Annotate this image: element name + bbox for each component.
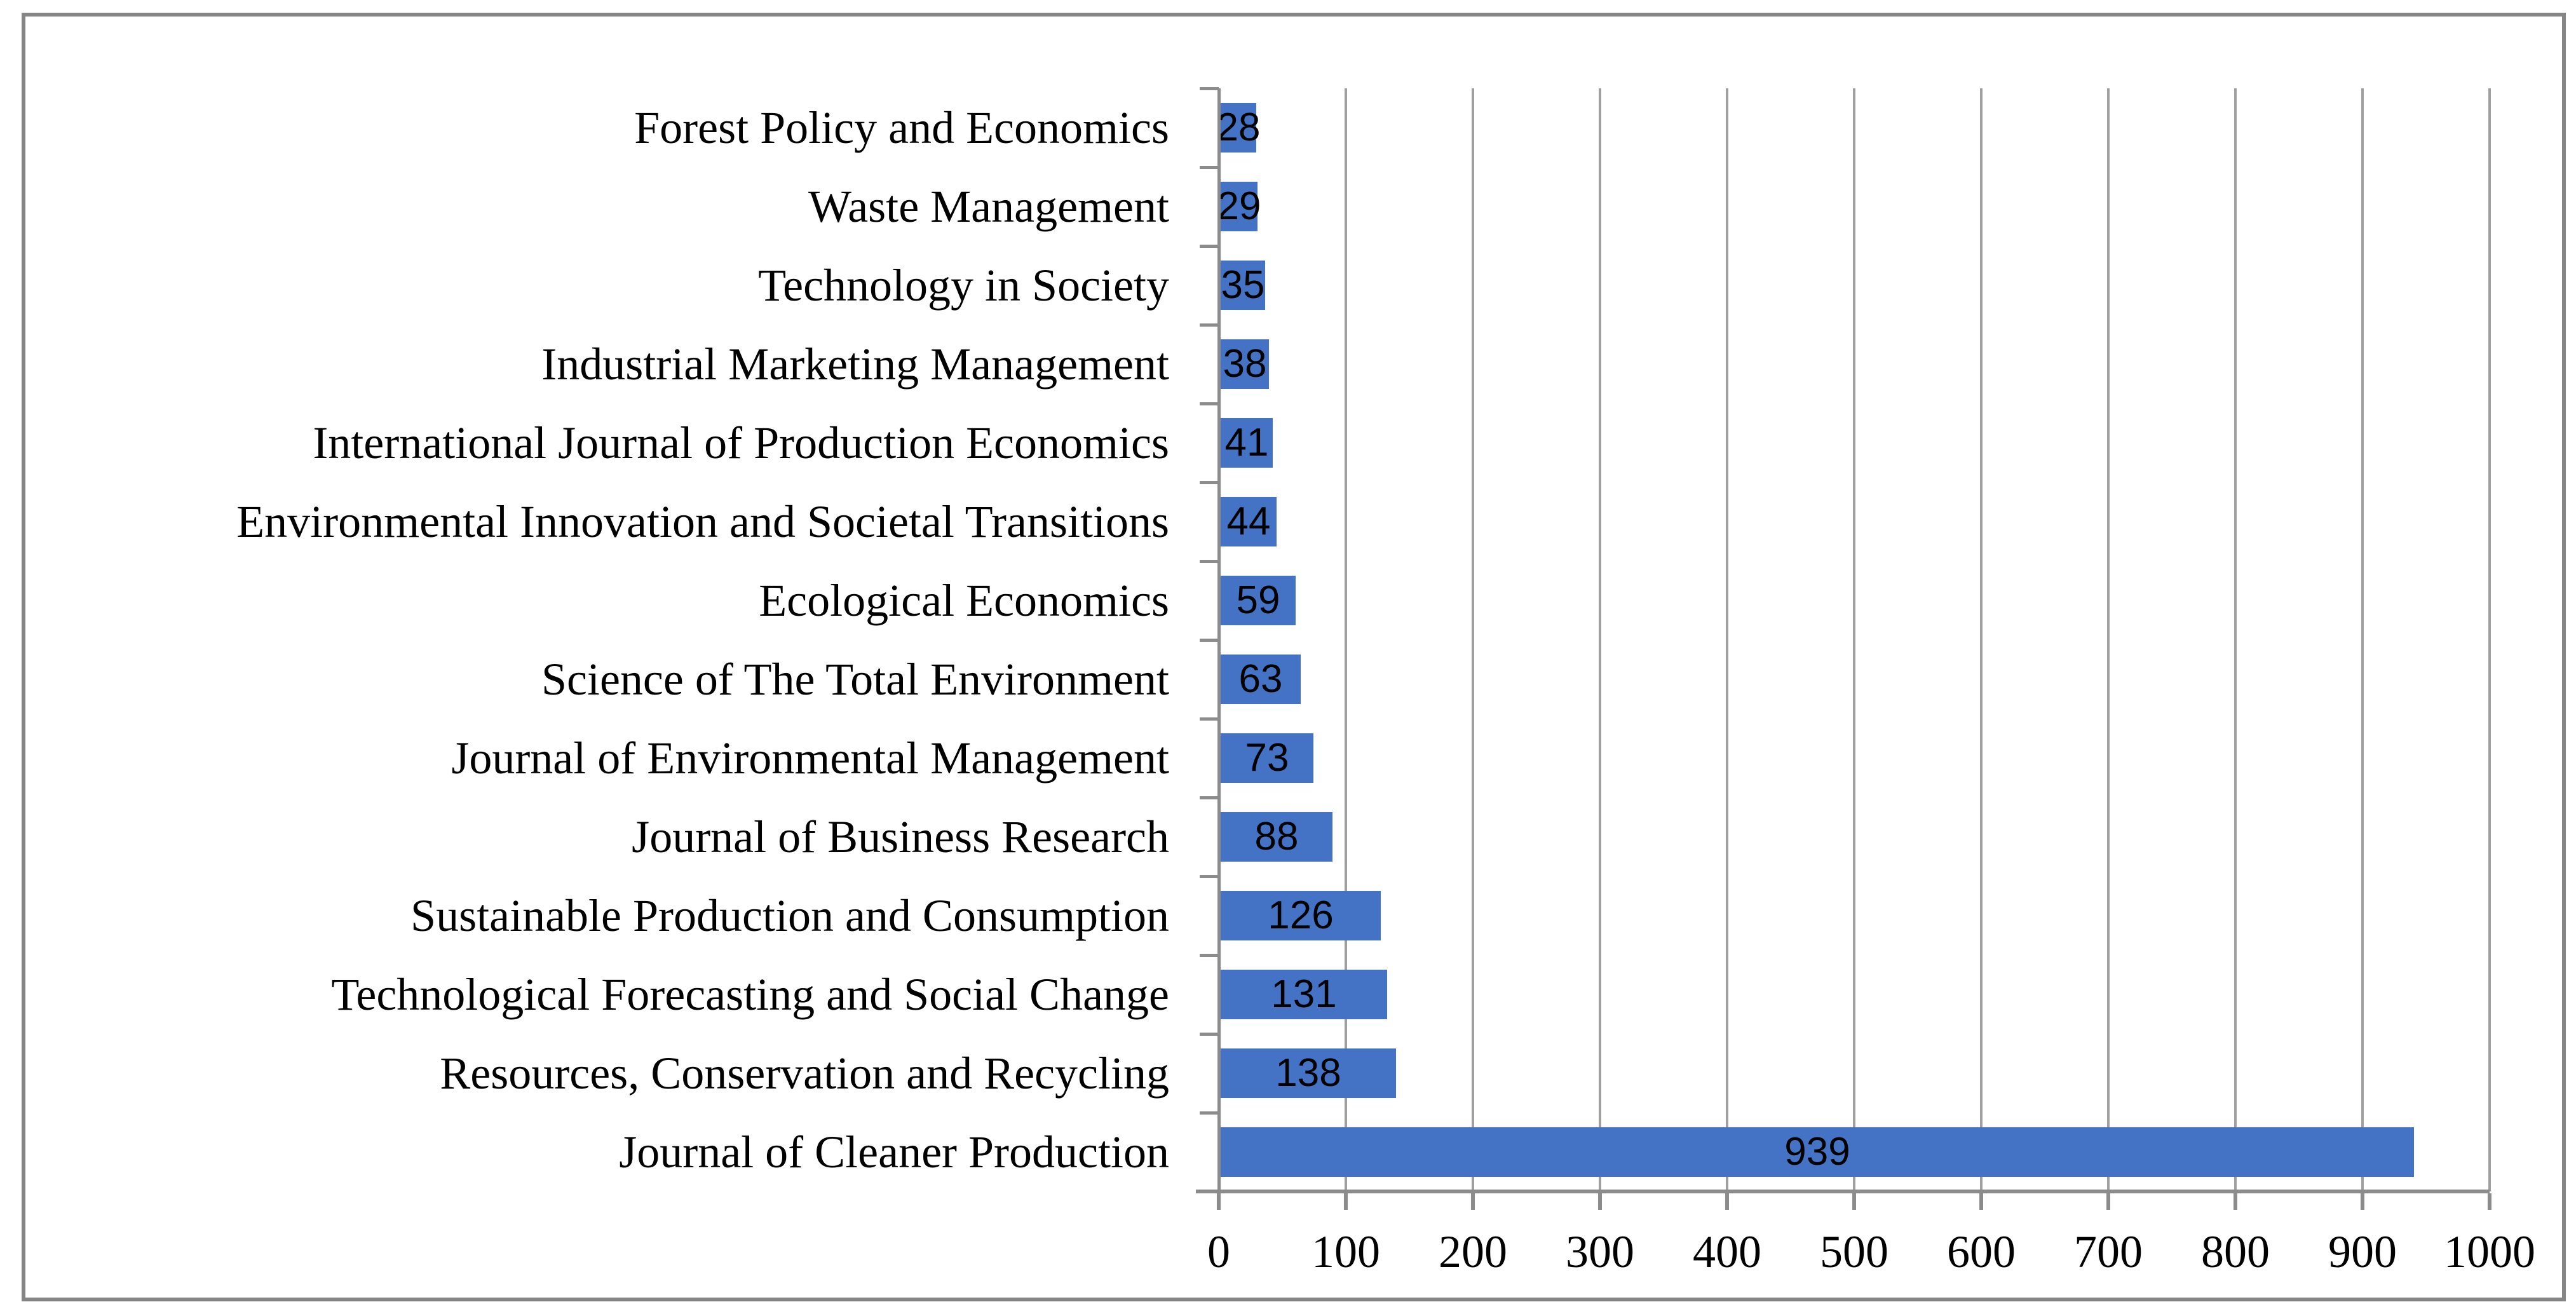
bar-value-label: 59 [1236, 578, 1280, 622]
category-label: Waste Management [808, 181, 1169, 232]
y-axis-tick [1200, 796, 1219, 799]
bar-2 [1221, 261, 1265, 310]
vertical-gridline [1980, 88, 1983, 1191]
x-axis-tick [1471, 1193, 1475, 1210]
y-axis-tick [1200, 1111, 1219, 1115]
y-axis-tick [1200, 1190, 1219, 1193]
x-axis-tick [2488, 1193, 2491, 1210]
plot-area: 28 29 35 38 41 44 59 63 73 88 126 131 138 939 0 100 200 3… [1196, 86, 2535, 1275]
category-label: Resources, Conservation and Recycling [440, 1048, 1169, 1099]
x-axis-tick-label: 800 [2201, 1226, 2270, 1277]
y-axis-tick [1200, 402, 1219, 405]
y-axis-tick [1200, 165, 1219, 169]
category-label: Journal of Environmental Management [451, 733, 1169, 783]
x-axis-tick-label: 900 [2328, 1226, 2397, 1277]
y-axis-tick [1200, 244, 1219, 248]
x-axis-tick [1598, 1193, 1602, 1210]
bar-value-label: 35 [1221, 263, 1265, 307]
x-axis-line [1196, 1190, 2490, 1193]
bar-value-label: 131 [1271, 972, 1337, 1016]
vertical-gridline [1472, 88, 1474, 1191]
bar-3 [1221, 339, 1269, 389]
y-axis-tick [1200, 559, 1219, 563]
bar-11 [1221, 970, 1387, 1019]
category-label: Industrial Marketing Management [541, 339, 1169, 390]
bar-7 [1221, 654, 1301, 704]
x-axis-tick [2106, 1193, 2110, 1210]
category-label: International Journal of Production Econ… [313, 417, 1169, 468]
x-axis-tick [1344, 1193, 1348, 1210]
bar-value-label: 29 [1217, 184, 1261, 228]
bar-6 [1221, 576, 1296, 625]
category-axis-labels: Forest Policy and Economics Waste Managem… [53, 88, 1169, 1191]
x-axis-tick-label: 1000 [2444, 1226, 2535, 1277]
category-label: Journal of Cleaner Production [619, 1127, 1169, 1177]
x-axis-tick-label: 400 [1693, 1226, 1761, 1277]
bar-0 [1221, 103, 1256, 153]
x-axis-tick [1852, 1193, 1856, 1210]
y-axis-tick [1200, 86, 1219, 90]
bar-10 [1221, 891, 1381, 940]
y-axis-tick [1200, 1032, 1219, 1036]
bar-value-label: 88 [1254, 815, 1299, 858]
x-axis-tick-label: 700 [2074, 1226, 2143, 1277]
x-axis-tick-label: 200 [1439, 1226, 1507, 1277]
vertical-gridline [2107, 88, 2110, 1191]
bar-value-label: 41 [1224, 421, 1269, 465]
bar-value-label: 138 [1275, 1051, 1341, 1095]
y-axis-tick [1200, 638, 1219, 642]
bar-8 [1221, 733, 1313, 783]
x-axis-tick-label: 0 [1207, 1226, 1230, 1277]
category-label: Forest Policy and Economics [634, 102, 1169, 153]
category-label: Journal of Business Research [632, 811, 1169, 862]
x-axis-tick [1217, 1193, 1221, 1210]
bar-value-label: 38 [1223, 342, 1267, 386]
bar-5 [1221, 497, 1277, 546]
category-label: Sustainable Production and Consumption [410, 890, 1169, 941]
y-axis-tick [1200, 323, 1219, 327]
x-axis-tick [1725, 1193, 1729, 1210]
x-axis-tick [2234, 1193, 2237, 1210]
bar-value-label: 63 [1238, 657, 1283, 701]
bar-value-label: 44 [1226, 499, 1271, 543]
bar-value-label: 73 [1245, 736, 1289, 780]
y-axis-tick [1200, 717, 1219, 721]
vertical-gridline [1853, 88, 1855, 1191]
y-axis-tick [1200, 480, 1219, 484]
x-axis-tick-label: 100 [1312, 1226, 1380, 1277]
bar-12 [1221, 1048, 1396, 1098]
category-label: Science of The Total Environment [541, 654, 1169, 705]
vertical-gridline [1599, 88, 1601, 1191]
y-axis-tick [1200, 953, 1219, 957]
bar-value-label: 939 [1784, 1130, 1850, 1174]
bar-4 [1221, 418, 1273, 468]
vertical-gridline [2234, 88, 2237, 1191]
category-label: Environmental Innovation and Societal Tr… [236, 496, 1169, 547]
x-axis-tick-label: 300 [1566, 1226, 1634, 1277]
chart-frame: Forest Policy and Economics Waste Managem… [22, 13, 2566, 1301]
bar-9 [1221, 812, 1332, 862]
category-label: Ecological Economics [759, 575, 1169, 626]
x-axis-tick-label: 600 [1947, 1226, 2016, 1277]
bar-value-label: 28 [1216, 105, 1261, 149]
x-axis-tick [1979, 1193, 1983, 1210]
vertical-gridline [2361, 88, 2364, 1191]
y-axis-tick [1200, 874, 1219, 878]
x-axis-tick [2361, 1193, 2364, 1210]
x-axis-tick-label: 500 [1820, 1226, 1888, 1277]
vertical-gridline [2488, 88, 2491, 1191]
bar-value-label: 126 [1268, 893, 1334, 937]
bar-13 [1221, 1127, 2414, 1177]
category-label: Technology in Society [758, 260, 1169, 311]
category-label: Technological Forecasting and Social Cha… [331, 969, 1169, 1020]
vertical-gridline [1345, 88, 1347, 1191]
vertical-gridline [1726, 88, 1728, 1191]
y-axis-line [1217, 88, 1221, 1191]
bar-1 [1221, 182, 1257, 231]
